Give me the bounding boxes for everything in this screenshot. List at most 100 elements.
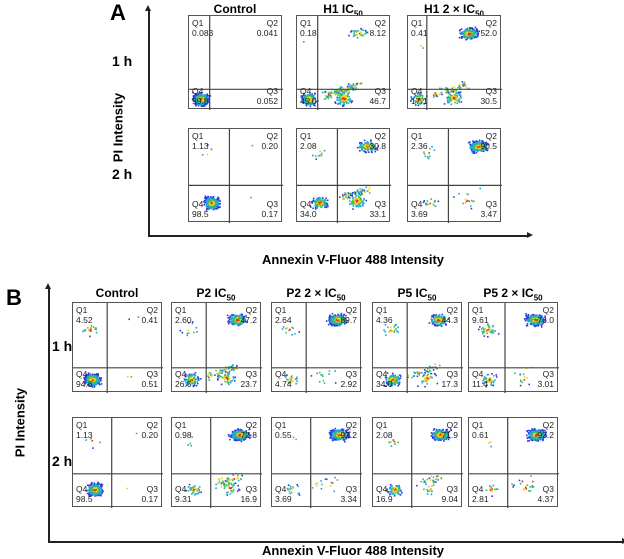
event-point	[336, 316, 339, 318]
event-point	[398, 383, 401, 385]
event-point	[310, 102, 313, 104]
event-point	[434, 92, 437, 94]
event-point	[331, 321, 334, 323]
event-point	[346, 85, 349, 88]
column-title-text: H1 IC	[323, 2, 354, 16]
event-point	[458, 98, 461, 101]
event-point	[440, 322, 443, 325]
event-point	[89, 375, 92, 378]
event-point	[189, 378, 192, 380]
event-point	[216, 372, 219, 375]
event-point	[195, 326, 198, 329]
event-point	[413, 371, 416, 374]
event-point	[214, 201, 217, 203]
event-point	[354, 84, 356, 87]
event-point	[89, 380, 91, 382]
flow-plot: Q1 2.08 Q2 30.8 Q3 33.1 Q4 34.0	[296, 128, 391, 223]
event-point	[459, 91, 461, 94]
event-point	[483, 144, 485, 147]
event-point	[384, 376, 387, 379]
event-point	[324, 206, 326, 209]
event-point	[98, 379, 100, 381]
event-point	[394, 380, 397, 383]
scatter-area	[297, 16, 391, 110]
event-point	[90, 380, 92, 382]
event-point	[195, 104, 197, 107]
event-point	[385, 334, 387, 336]
event-point	[234, 317, 236, 320]
event-point	[474, 35, 476, 38]
event-point	[205, 202, 207, 204]
event-point	[329, 314, 331, 317]
event-point	[328, 92, 331, 95]
event-point	[321, 200, 324, 203]
event-point	[474, 150, 476, 152]
event-point	[447, 318, 450, 320]
column-title-subscript: 50	[533, 293, 543, 303]
event-point	[342, 102, 345, 104]
event-point	[301, 97, 303, 100]
event-point	[397, 375, 399, 378]
event-point	[418, 373, 421, 376]
quadrant-name: Q4	[300, 199, 312, 209]
event-point	[422, 99, 425, 101]
event-point	[343, 321, 346, 324]
event-point	[392, 378, 395, 380]
event-point	[483, 146, 485, 149]
event-point	[315, 198, 318, 201]
event-point	[476, 146, 478, 148]
event-point	[333, 322, 336, 324]
event-point	[461, 81, 464, 83]
event-point	[196, 101, 198, 103]
event-point	[341, 100, 344, 103]
event-point	[208, 95, 210, 97]
event-point	[191, 379, 194, 382]
event-point	[443, 103, 446, 105]
event-point	[367, 148, 369, 150]
event-point	[472, 144, 475, 146]
event-point	[468, 28, 471, 30]
event-point	[94, 382, 97, 385]
event-point	[350, 192, 352, 194]
event-point	[305, 102, 307, 104]
event-point	[486, 143, 489, 146]
y-arrow-head	[145, 5, 151, 11]
event-point	[360, 192, 363, 195]
event-point	[349, 86, 351, 89]
event-point	[443, 315, 445, 318]
scatter-area	[297, 129, 391, 223]
scatter-area	[73, 303, 163, 393]
event-point	[396, 330, 398, 332]
event-point	[393, 375, 395, 377]
event-point	[541, 315, 543, 318]
event-point	[187, 332, 190, 334]
quadrant-name: Q4	[300, 86, 312, 96]
event-point	[345, 196, 347, 198]
event-point	[243, 321, 245, 323]
event-point	[370, 148, 373, 151]
event-point	[470, 27, 472, 29]
quadrant-name: Q2	[446, 305, 458, 315]
event-point	[487, 380, 489, 383]
event-point	[338, 317, 341, 320]
event-point	[329, 94, 331, 96]
event-point	[479, 146, 481, 148]
quadrant-q2: Q2 89.7	[340, 305, 357, 325]
quadrant-name: Q4	[175, 369, 187, 379]
event-point	[195, 384, 198, 387]
quadrant-name: Q3	[266, 86, 278, 96]
event-point	[385, 385, 387, 387]
event-point	[448, 93, 451, 96]
event-point	[100, 380, 102, 382]
event-point	[179, 329, 182, 332]
event-point	[311, 97, 314, 100]
event-point	[465, 86, 468, 89]
flow-plot: Q1 0.18 Q2 8.12 Q3 46.7 Q4 45.0	[296, 15, 391, 110]
quadrant-name: Q4	[411, 86, 423, 96]
event-point	[227, 320, 229, 323]
event-point	[422, 375, 424, 378]
event-point	[391, 383, 393, 386]
event-point	[471, 144, 473, 146]
event-point	[359, 196, 361, 199]
event-point	[323, 203, 326, 206]
